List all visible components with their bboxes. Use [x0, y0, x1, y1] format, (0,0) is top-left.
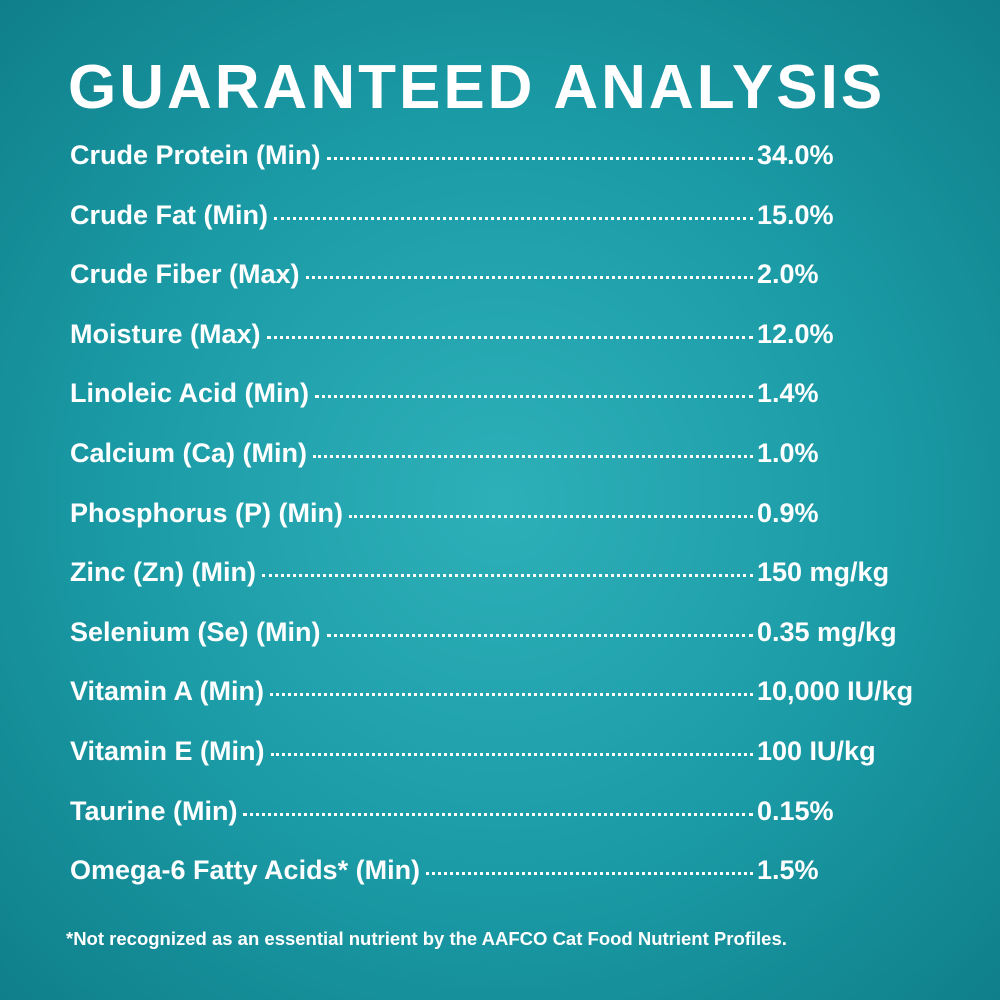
row-label-cell: Crude Fiber (Max): [70, 259, 755, 290]
nutrient-value: 12.0%: [757, 318, 834, 349]
nutrient-label: Calcium (Ca) (Min): [70, 437, 308, 468]
dot-leader: [266, 335, 753, 339]
analysis-row: Moisture (Max) 12.0%: [70, 319, 950, 379]
nutrient-value: 34.0%: [757, 140, 834, 170]
dot-leader: [326, 157, 753, 160]
nutrient-label: Crude Protein (Min): [70, 140, 321, 170]
analysis-row: Selenium (Se) (Min) 0.35 mg/kg: [70, 617, 950, 677]
nutrient-label: Moisture (Max): [70, 318, 261, 349]
row-label-cell: Omega-6 Fatty Acids* (Min): [70, 855, 755, 886]
dot-leader: [270, 752, 753, 756]
dot-leader: [305, 276, 753, 280]
dot-leader: [426, 872, 753, 876]
analysis-row: Taurine (Min) 0.15%: [70, 796, 950, 856]
nutrient-label: Crude Fat (Min): [70, 199, 268, 230]
analysis-row: Calcium (Ca) (Min) 1.0%: [70, 438, 950, 498]
dot-leader: [273, 216, 753, 220]
nutrient-value: 1.4%: [757, 378, 819, 409]
row-label-cell: Calcium (Ca) (Min): [70, 438, 755, 469]
dot-leader: [315, 395, 753, 399]
analysis-row: Omega-6 Fatty Acids* (Min) 1.5%: [70, 855, 950, 915]
analysis-row: Crude Protein (Min) 34.0%: [70, 140, 950, 200]
dot-leader: [313, 454, 753, 458]
analysis-row: Zinc (Zn) (Min) 150 mg/kg: [70, 557, 950, 617]
analysis-row: Vitamin E (Min) 100 IU/kg: [70, 736, 950, 796]
analysis-row: Phosphorus (P) (Min) 0.9%: [70, 498, 950, 558]
footnote: *Not recognized as an essential nutrient…: [66, 928, 787, 949]
nutrient-label: Zinc (Zn) (Min): [70, 557, 256, 588]
nutrient-value: 0.9%: [757, 497, 819, 528]
row-label-cell: Zinc (Zn) (Min): [70, 557, 755, 588]
nutrient-value: 100 IU/kg: [757, 735, 876, 766]
nutrient-value: 1.5%: [757, 855, 819, 886]
analysis-row: Vitamin A (Min) 10,000 IU/kg: [70, 676, 950, 736]
row-label-cell: Moisture (Max): [70, 319, 755, 350]
nutrient-label: Linoleic Acid (Min): [70, 378, 309, 409]
nutrient-label: Phosphorus (P) (Min): [70, 497, 343, 528]
dot-leader: [243, 812, 753, 816]
nutrient-value: 150 mg/kg: [757, 557, 890, 588]
row-label-cell: Taurine (Min): [70, 796, 755, 827]
dot-leader: [270, 693, 753, 697]
row-label-cell: Vitamin E (Min): [70, 736, 755, 767]
nutrient-value: 1.0%: [757, 437, 819, 468]
row-label-cell: Phosphorus (P) (Min): [70, 498, 755, 529]
analysis-row: Crude Fiber (Max) 2.0%: [70, 259, 950, 319]
nutrient-value: 15.0%: [757, 199, 834, 230]
nutrient-label: Vitamin A (Min): [70, 676, 264, 707]
nutrient-value: 0.15%: [757, 795, 834, 826]
analysis-table: Crude Protein (Min) 34.0% Crude Fat (Min) 1…: [70, 140, 950, 915]
nutrient-value: 10,000 IU/kg: [757, 676, 914, 707]
analysis-row: Crude Fat (Min) 15.0%: [70, 200, 950, 260]
nutrient-label: Crude Fiber (Max): [70, 259, 300, 290]
row-label-cell: Vitamin A (Min): [70, 676, 755, 707]
row-label-cell: Crude Fat (Min): [70, 200, 755, 231]
dot-leader: [348, 514, 753, 518]
nutrient-label: Omega-6 Fatty Acids* (Min): [70, 855, 421, 886]
dot-leader: [326, 633, 753, 637]
nutrient-label: Selenium (Se) (Min): [70, 616, 321, 647]
nutrient-value: 2.0%: [757, 259, 819, 290]
row-label-cell: Crude Protein (Min): [70, 140, 755, 171]
row-label-cell: Selenium (Se) (Min): [70, 617, 755, 648]
row-label-cell: Linoleic Acid (Min): [70, 378, 755, 409]
nutrient-label: Taurine (Min): [70, 795, 238, 826]
dot-leader: [261, 574, 753, 578]
nutrient-label: Vitamin E (Min): [70, 735, 265, 766]
nutrient-value: 0.35 mg/kg: [757, 616, 897, 647]
analysis-row: Linoleic Acid (Min) 1.4%: [70, 378, 950, 438]
title: GUARANTEED ANALYSIS: [68, 53, 886, 122]
